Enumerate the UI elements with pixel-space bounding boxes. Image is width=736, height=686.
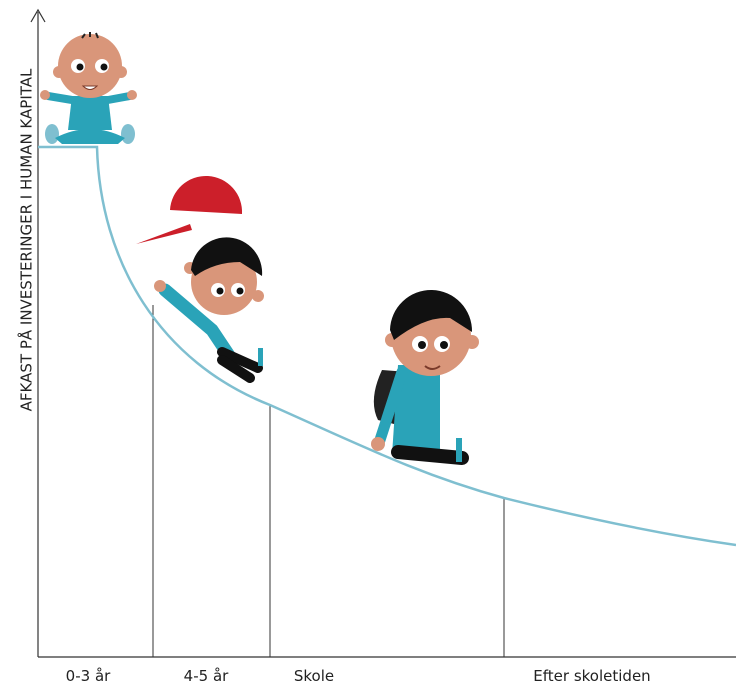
return-curve [38, 145, 736, 547]
school-kid-illustration [371, 290, 479, 465]
stage-label: 4-5 år [184, 667, 229, 685]
stage-label: Skole [294, 667, 334, 685]
y-axis-arrow [30, 8, 46, 23]
y-axis-label: AFKAST PÅ INVESTERINGER I HUMAN KAPITAL [17, 68, 36, 411]
baby-illustration [40, 32, 137, 144]
stage-label: Efter skoletiden [533, 667, 650, 685]
stage-label: 0-3 år [66, 667, 111, 685]
child-illustration [136, 175, 264, 383]
